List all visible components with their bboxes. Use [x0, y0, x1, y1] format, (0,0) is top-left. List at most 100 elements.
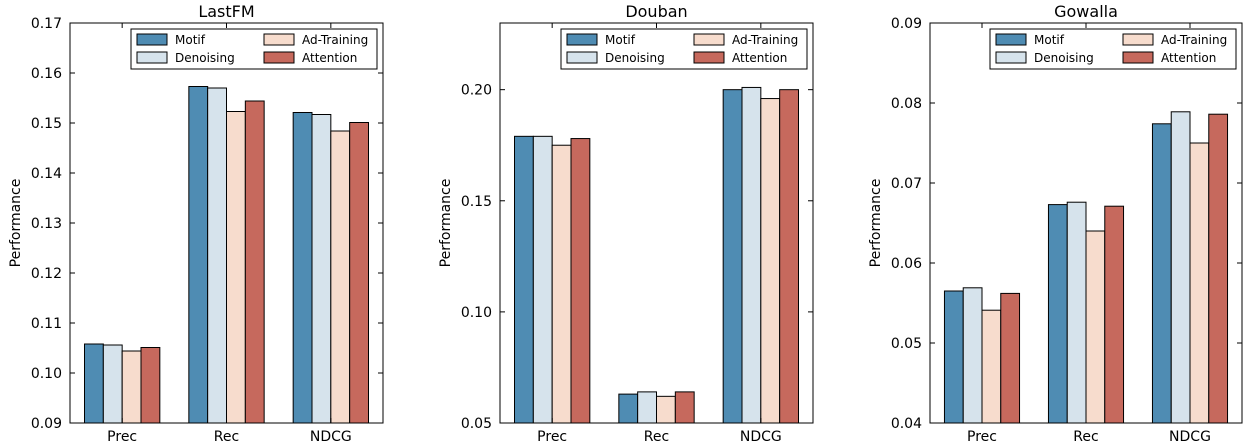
- bar-denoising-prec: [102, 344, 123, 424]
- y-tick-label: 0.12: [31, 266, 62, 282]
- y-tick-label: 0.10: [31, 366, 62, 382]
- bar-ad-training-ndcg: [1189, 142, 1210, 424]
- x-tick-label: NDCG: [310, 429, 352, 445]
- legend-box: [560, 28, 808, 70]
- legend-swatch-motif: [136, 33, 168, 46]
- x-tick-label: Rec: [214, 429, 239, 445]
- bar-ad-training-prec: [981, 309, 1002, 424]
- chart-panel-douban: 0.05 0.10 0.15 0.20 Prec Rec NDCG Douban Perform…: [438, 2, 814, 445]
- x-tick-label: Rec: [1073, 429, 1098, 445]
- bar-attention-rec: [244, 100, 265, 424]
- legend-swatch-denoising: [995, 51, 1027, 64]
- legend: Motif Denoising Ad-Training Attention: [560, 28, 808, 70]
- bar-denoising-ndcg: [741, 86, 762, 424]
- x-tick-label: Prec: [537, 429, 567, 445]
- x-tick-label: Prec: [107, 429, 137, 445]
- legend-label-motif: Motif: [605, 33, 636, 47]
- bar-motif-rec: [1047, 204, 1068, 424]
- legend-swatch-attention: [693, 51, 725, 64]
- bar-attention-prec: [1000, 292, 1021, 424]
- y-tick-label: 0.09: [31, 416, 62, 432]
- bar-denoising-ndcg: [311, 114, 332, 424]
- y-tick-label: 0.17: [31, 16, 62, 32]
- bar-motif-prec: [84, 343, 104, 424]
- bar-attention-ndcg: [349, 122, 370, 424]
- bar-motif-rec: [188, 86, 209, 424]
- y-tick-label: 0.15: [461, 194, 492, 210]
- legend-swatch-attention: [1122, 51, 1154, 64]
- bar-denoising-prec: [962, 287, 983, 424]
- y-tick-label: 0.10: [461, 305, 492, 321]
- legend-swatch-attention: [263, 51, 295, 64]
- bar-ad-training-ndcg: [330, 130, 351, 424]
- y-tick-label: 0.15: [31, 116, 62, 132]
- chart-panel-gowalla: 0.04 0.05 0.06 0.07 0.08 0.09 Prec Rec NDCG Gowal…: [868, 2, 1243, 445]
- x-tick-label: NDCG: [740, 429, 782, 445]
- legend-swatch-motif: [566, 33, 598, 46]
- bar-motif-ndcg: [1151, 123, 1172, 424]
- y-tick-label: 0.06: [891, 256, 922, 272]
- legend-label-motif: Motif: [175, 33, 206, 47]
- bar-ad-training-rec: [656, 395, 676, 424]
- bar-denoising-ndcg: [1170, 111, 1191, 424]
- x-tick-label: Prec: [967, 429, 997, 445]
- bar-motif-ndcg: [292, 112, 313, 424]
- legend-swatch-ad-training: [693, 33, 725, 46]
- y-tick-label: 0.14: [31, 166, 62, 182]
- chart-title: LastFM: [198, 2, 254, 21]
- chart-panel-lastfm: 0.09 0.10 0.11 0.12 0.13 0.14 0.15 0.16 0.17 Prec…: [8, 2, 384, 445]
- bar-motif-rec: [618, 393, 639, 424]
- bar-attention-rec: [1104, 205, 1125, 424]
- bar-denoising-rec: [207, 87, 227, 424]
- bar-attention-ndcg: [779, 89, 799, 424]
- chart-title: Douban: [625, 2, 687, 21]
- legend-swatch-ad-training: [263, 33, 295, 46]
- bar-ad-training-rec: [226, 111, 246, 424]
- chart-title: Gowalla: [1054, 2, 1118, 21]
- y-tick-label: 0.20: [461, 83, 492, 99]
- bar-attention-prec: [570, 138, 591, 424]
- legend-swatch-motif: [995, 33, 1027, 46]
- legend-swatch-denoising: [566, 51, 598, 64]
- bar-attention-prec: [140, 347, 161, 424]
- legend-box: [989, 28, 1237, 70]
- y-tick-label: 0.16: [31, 66, 62, 82]
- bar-ad-training-rec: [1085, 230, 1106, 424]
- legend-label-denoising: Denoising: [605, 51, 665, 65]
- y-tick-label: 0.07: [891, 176, 922, 192]
- bar-ad-training-prec: [551, 144, 572, 424]
- bar-ad-training-ndcg: [760, 98, 781, 424]
- bar-attention-ndcg: [1208, 113, 1229, 424]
- bar-motif-ndcg: [722, 89, 743, 424]
- y-tick-label: 0.11: [31, 316, 62, 332]
- y-axis-label: Performance: [868, 179, 884, 268]
- y-tick-label: 0.05: [891, 336, 922, 352]
- legend-label-ad-training: Ad-Training: [1161, 33, 1227, 47]
- x-tick-label: Rec: [644, 429, 669, 445]
- y-axis-label: Performance: [438, 179, 454, 268]
- legend: Motif Denoising Ad-Training Attention: [989, 28, 1237, 70]
- y-tick-label: 0.08: [891, 96, 922, 112]
- legend-label-motif: Motif: [1034, 33, 1065, 47]
- bar-denoising-prec: [532, 135, 553, 424]
- legend-swatch-ad-training: [1122, 33, 1154, 46]
- legend-box: [130, 28, 378, 70]
- legend-label-ad-training: Ad-Training: [732, 33, 798, 47]
- x-tick-label: NDCG: [1169, 429, 1211, 445]
- bar-denoising-rec: [637, 391, 657, 424]
- legend-swatch-denoising: [136, 51, 168, 64]
- bar-attention-rec: [674, 391, 695, 424]
- legend-label-attention: Attention: [1161, 51, 1216, 65]
- bar-motif-prec: [514, 135, 534, 424]
- y-tick-label: 0.09: [891, 16, 922, 32]
- legend: Motif Denoising Ad-Training Attention: [130, 28, 378, 70]
- y-tick-label: 0.05: [461, 416, 492, 432]
- legend-label-denoising: Denoising: [1034, 51, 1094, 65]
- bar-ad-training-prec: [121, 350, 142, 424]
- y-tick-label: 0.04: [891, 416, 922, 432]
- bar-denoising-rec: [1066, 201, 1087, 424]
- legend-label-attention: Attention: [732, 51, 787, 65]
- legend-label-ad-training: Ad-Training: [302, 33, 368, 47]
